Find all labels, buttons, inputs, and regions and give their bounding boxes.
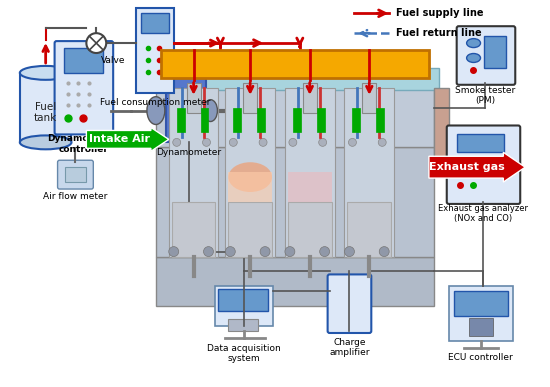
Bar <box>434 88 449 167</box>
Circle shape <box>289 139 297 146</box>
FancyBboxPatch shape <box>58 160 94 189</box>
Bar <box>257 108 265 132</box>
Text: Exhaust gas analyzer
(NOx and CO): Exhaust gas analyzer (NOx and CO) <box>438 204 529 223</box>
Text: Fuel
tank: Fuel tank <box>34 102 57 123</box>
Circle shape <box>202 139 211 146</box>
Text: Charge
amplifier: Charge amplifier <box>329 338 370 357</box>
Bar <box>156 257 434 306</box>
Text: Air flow meter: Air flow meter <box>43 192 108 201</box>
Text: Common rail: Common rail <box>251 57 339 70</box>
Text: Dynamometer: Dynamometer <box>156 148 221 158</box>
Bar <box>449 286 513 341</box>
Text: Data acquisition
system: Data acquisition system <box>207 344 281 363</box>
Bar <box>288 172 332 202</box>
Bar <box>485 36 507 68</box>
Circle shape <box>259 139 267 146</box>
Circle shape <box>318 139 327 146</box>
Bar <box>156 88 434 147</box>
Bar <box>218 289 268 311</box>
Bar <box>288 202 332 257</box>
Text: Dynamometer
controller: Dynamometer controller <box>47 134 119 154</box>
Bar <box>317 108 324 132</box>
Circle shape <box>226 247 235 257</box>
Bar <box>151 68 439 90</box>
FancyBboxPatch shape <box>54 41 113 134</box>
Ellipse shape <box>147 97 165 125</box>
Ellipse shape <box>204 100 217 122</box>
Bar <box>216 286 273 326</box>
Text: Exhaust gas: Exhaust gas <box>429 162 504 172</box>
Circle shape <box>344 247 354 257</box>
Bar <box>226 88 275 257</box>
Bar <box>376 108 384 132</box>
Circle shape <box>86 33 106 53</box>
Bar <box>186 83 201 113</box>
FancyBboxPatch shape <box>328 274 371 333</box>
Circle shape <box>378 139 386 146</box>
Bar <box>469 318 493 336</box>
Bar <box>201 108 208 132</box>
Bar <box>20 73 72 142</box>
Circle shape <box>260 247 270 257</box>
Bar <box>177 108 185 132</box>
Circle shape <box>320 247 329 257</box>
Circle shape <box>285 247 295 257</box>
Circle shape <box>169 247 179 257</box>
Bar <box>64 167 86 182</box>
Circle shape <box>173 139 181 146</box>
Bar <box>64 48 103 73</box>
Ellipse shape <box>20 66 72 80</box>
Bar <box>233 108 241 132</box>
Bar <box>293 108 301 132</box>
Bar <box>136 9 174 93</box>
Bar <box>348 202 391 257</box>
Bar <box>243 83 257 113</box>
Ellipse shape <box>228 162 272 192</box>
Bar <box>141 13 169 33</box>
Bar <box>172 202 216 257</box>
Text: Fuel supply line: Fuel supply line <box>396 8 483 18</box>
Ellipse shape <box>466 39 481 48</box>
FancyArrow shape <box>86 127 169 151</box>
Text: ECU controller: ECU controller <box>448 353 513 362</box>
Bar <box>456 134 504 152</box>
Ellipse shape <box>20 135 72 149</box>
Text: Fuel consumption meter: Fuel consumption meter <box>100 98 210 107</box>
Bar <box>362 83 376 113</box>
FancyArrow shape <box>429 152 525 182</box>
Ellipse shape <box>466 53 481 62</box>
Bar <box>228 172 272 202</box>
Text: Fuel return line: Fuel return line <box>396 28 482 38</box>
Bar <box>353 108 360 132</box>
Bar <box>228 202 272 257</box>
Text: Intake Air: Intake Air <box>89 134 150 144</box>
Bar <box>166 78 206 142</box>
Bar <box>285 88 334 257</box>
Bar <box>161 50 429 78</box>
Bar <box>169 88 218 257</box>
Circle shape <box>204 247 213 257</box>
FancyBboxPatch shape <box>447 125 520 204</box>
Bar <box>156 147 434 257</box>
Bar <box>344 88 394 257</box>
FancyBboxPatch shape <box>456 26 515 85</box>
Circle shape <box>229 139 237 146</box>
Circle shape <box>379 247 389 257</box>
Bar <box>228 319 258 331</box>
Text: Valve: Valve <box>101 56 126 65</box>
Text: Smoke tester
(PM): Smoke tester (PM) <box>455 86 515 105</box>
Circle shape <box>349 139 356 146</box>
Bar <box>454 291 508 316</box>
Bar <box>303 83 317 113</box>
